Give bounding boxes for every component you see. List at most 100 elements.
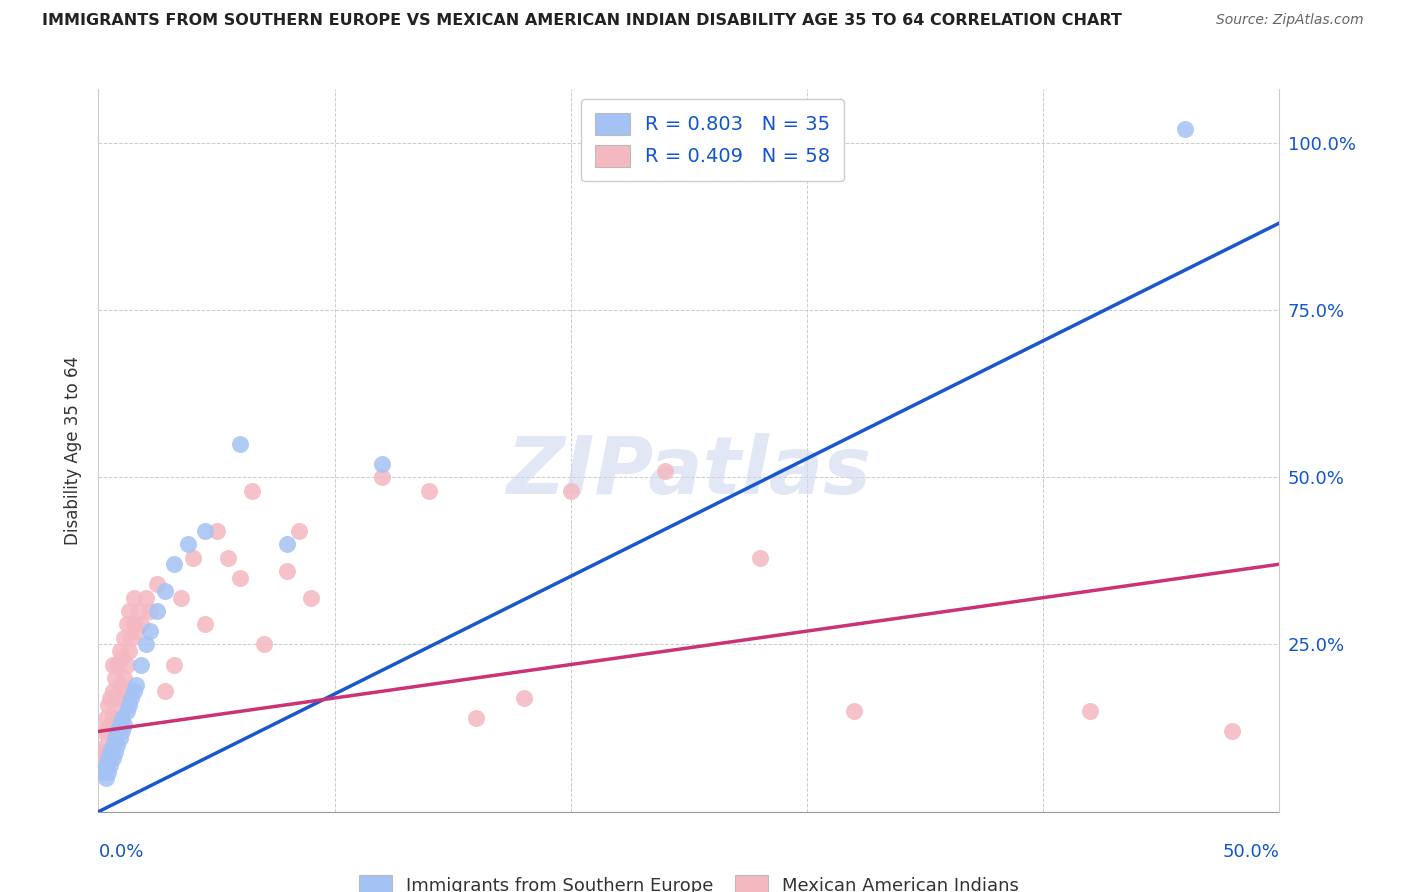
Point (105, 738, 128, 752)
Point (181, 550, 204, 565)
Point (194, 617, 217, 632)
Point (121, 690, 143, 705)
Point (288, 524, 311, 538)
Point (98, 717, 121, 731)
Point (108, 644, 131, 658)
Point (153, 583, 176, 598)
Point (112, 717, 135, 731)
Point (101, 711, 124, 725)
Point (170, 591, 193, 605)
Point (276, 564, 298, 578)
Point (104, 698, 127, 712)
Point (153, 684, 176, 698)
Point (139, 604, 162, 618)
Point (129, 617, 152, 632)
Text: Source: ZipAtlas.com: Source: ZipAtlas.com (1216, 13, 1364, 28)
Point (122, 684, 145, 698)
Point (105, 657, 128, 672)
Point (125, 624, 148, 639)
Point (129, 657, 152, 672)
Legend: Immigrants from Southern Europe, Mexican American Indians: Immigrants from Southern Europe, Mexican… (352, 868, 1026, 892)
Point (125, 678, 148, 692)
Point (748, 550, 770, 565)
Point (101, 738, 124, 752)
Point (253, 637, 276, 651)
Point (115, 657, 138, 672)
Point (146, 604, 169, 618)
Point (111, 684, 134, 698)
Point (111, 651, 134, 665)
Point (94, 771, 117, 786)
Point (108, 731, 131, 746)
Point (163, 557, 186, 572)
Point (94, 757, 117, 772)
Point (105, 690, 128, 705)
Point (135, 637, 157, 651)
Point (1174, 122, 1197, 136)
Point (115, 705, 138, 719)
Point (118, 604, 141, 618)
Point (98, 744, 121, 758)
Text: 0.0%: 0.0% (98, 843, 143, 861)
Point (1080, 705, 1102, 719)
Point (91, 724, 114, 739)
Point (104, 744, 127, 758)
Text: 50.0%: 50.0% (1223, 843, 1279, 861)
Text: IMMIGRANTS FROM SOUTHERN EUROPE VS MEXICAN AMERICAN INDIAN DISABILITY AGE 35 TO : IMMIGRANTS FROM SOUTHERN EUROPE VS MEXIC… (42, 13, 1122, 29)
Point (108, 717, 131, 731)
Point (104, 731, 127, 746)
Point (98, 690, 121, 705)
Point (101, 751, 124, 765)
Point (139, 624, 162, 639)
Point (844, 705, 866, 719)
Point (121, 631, 143, 645)
Point (118, 698, 141, 712)
Point (229, 436, 252, 450)
Point (94, 711, 117, 725)
Point (98, 757, 121, 772)
Point (91, 764, 114, 779)
Point (118, 644, 141, 658)
Text: ZIPatlas: ZIPatlas (506, 434, 872, 511)
Point (122, 617, 145, 632)
Point (122, 591, 145, 605)
Point (229, 571, 252, 585)
Point (112, 631, 135, 645)
Point (111, 711, 134, 725)
Point (512, 690, 534, 705)
Point (101, 684, 124, 698)
Point (465, 711, 488, 725)
Point (240, 483, 263, 498)
Point (418, 483, 440, 498)
Point (91, 744, 114, 758)
Point (90, 751, 112, 765)
Point (97, 724, 120, 739)
Point (654, 464, 676, 478)
Point (163, 657, 186, 672)
Point (299, 591, 322, 605)
Y-axis label: Disability Age 35 to 64: Disability Age 35 to 64 (65, 356, 83, 545)
Point (177, 537, 200, 551)
Point (97, 764, 120, 779)
Point (115, 617, 138, 632)
Point (128, 604, 150, 618)
Point (105, 724, 128, 739)
Point (94, 738, 117, 752)
Point (217, 550, 239, 565)
Point (371, 457, 394, 471)
Point (112, 671, 135, 685)
Point (101, 657, 124, 672)
Point (1220, 724, 1243, 739)
Point (371, 470, 394, 484)
Point (97, 698, 120, 712)
Point (104, 671, 127, 685)
Point (135, 591, 157, 605)
Point (194, 524, 217, 538)
Point (108, 678, 131, 692)
Point (205, 524, 228, 538)
Point (97, 751, 120, 765)
Point (146, 577, 169, 591)
Point (276, 537, 298, 551)
Point (560, 483, 582, 498)
Point (111, 724, 134, 739)
